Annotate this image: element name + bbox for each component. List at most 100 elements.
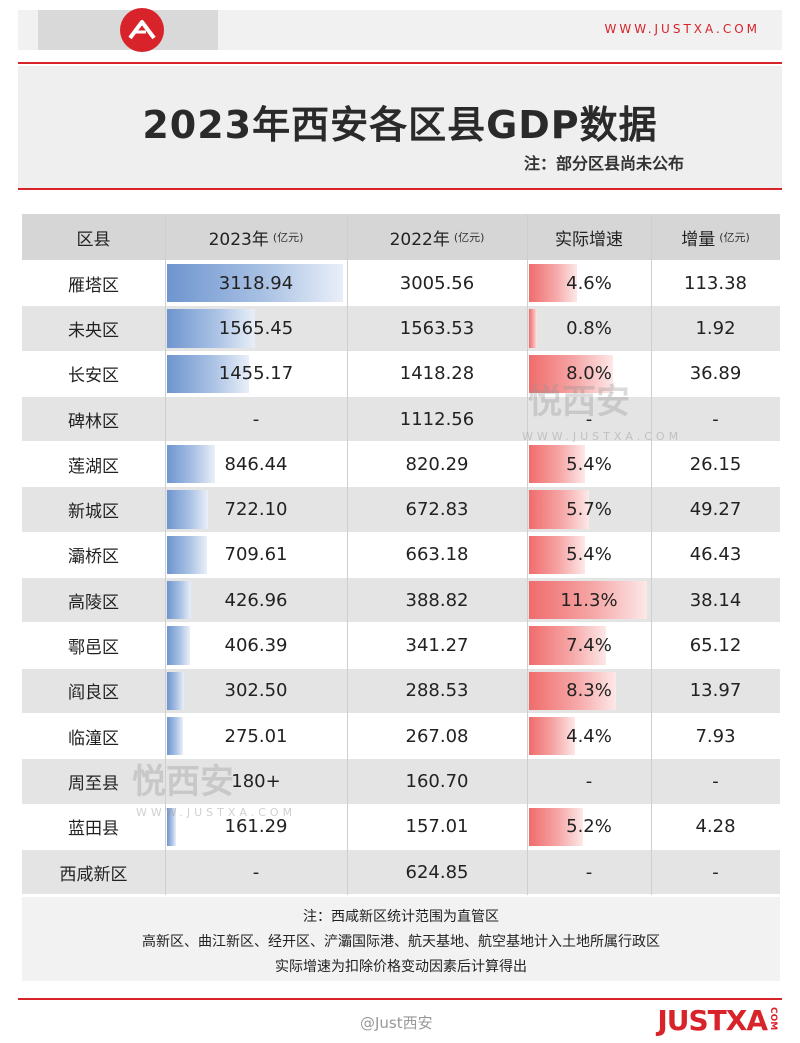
header-increase: 增量 (亿元) <box>681 229 750 250</box>
growth-cell-text: - <box>585 861 593 883</box>
gdp-bar <box>167 671 185 710</box>
increase-cell-text: 36.89 <box>689 363 742 385</box>
growth-bar <box>529 671 616 710</box>
district-cell-text: 西咸新区 <box>59 864 128 885</box>
increase-cell: 1.92 <box>651 306 780 350</box>
gdp-2022-cell: 341.27 <box>347 623 527 667</box>
district-cell-text: 新城区 <box>68 502 119 523</box>
gdp-2022-cell: 160.70 <box>347 759 527 803</box>
column-divider <box>527 214 528 896</box>
gdp-bar <box>167 354 250 393</box>
gdp-2023-cell: 180+ <box>165 759 347 803</box>
gdp-bar <box>167 309 256 348</box>
growth-cell-text: - <box>585 408 593 430</box>
district-cell: 鄠邑区 <box>22 623 165 667</box>
district-cell-text: 临潼区 <box>68 728 119 749</box>
growth-cell-text: 5.2% <box>566 816 612 838</box>
gdp-bar <box>167 581 192 620</box>
district-cell-text: 鄠邑区 <box>68 638 119 659</box>
gdp-2022-cell: 663.18 <box>347 533 527 577</box>
footnotes: 注：西咸新区统计范围为直管区 高新区、曲江新区、经开区、浐灞国际港、航天基地、航… <box>22 897 780 981</box>
watermark: 悦西安 <box>132 762 234 802</box>
district-cell-text: 阎良区 <box>68 683 119 704</box>
growth-bar <box>529 309 538 348</box>
gdp-2022-cell-text: 1563.53 <box>399 317 475 339</box>
gdp-2023-cell: 406.39 <box>165 623 347 667</box>
gdp-2023-cell: 3118.94 <box>165 261 347 305</box>
gdp-2023-cell: 722.10 <box>165 487 347 531</box>
footnote-line: 实际增速为扣除价格变动因素后计算得出 <box>275 959 527 975</box>
header-growth: 实际增速 <box>555 229 623 250</box>
gdp-2023-cell-text: 1565.45 <box>218 317 294 339</box>
gdp-2022-cell-text: 663.18 <box>405 544 469 566</box>
growth-cell: 7.4% <box>527 623 651 667</box>
growth-cell: 5.4% <box>527 533 651 577</box>
increase-cell: 36.89 <box>651 352 780 396</box>
table-row: 未央区 1565.45 1563.53 0.8% 1.92 <box>22 306 780 352</box>
gdp-2022-cell: 624.85 <box>347 850 527 894</box>
gdp-2023-cell: 709.61 <box>165 533 347 577</box>
brand-logo-icon <box>120 8 164 52</box>
gdp-2023-cell: - <box>165 850 347 894</box>
gdp-2022-cell-text: 3005.56 <box>399 272 475 294</box>
gdp-bar <box>167 716 183 756</box>
table-row: 蓝田县 161.29 157.01 5.2% 4.28 <box>22 804 780 850</box>
table-row: 灞桥区 709.61 663.18 5.4% 46.43 <box>22 532 780 579</box>
gdp-2023-cell: - <box>165 397 347 441</box>
watermark-url: WWW.JUSTXA.COM <box>522 430 683 443</box>
gdp-table: 区县 2023年 (亿元) 2022年 (亿元) 实际增速 增量 (亿元) 雁塔区 31… <box>22 214 780 896</box>
district-cell: 雁塔区 <box>22 261 165 305</box>
increase-cell-text: 46.43 <box>689 544 742 566</box>
gdp-2022-cell: 388.82 <box>347 578 527 622</box>
growth-cell-text: - <box>585 770 593 792</box>
district-cell: 灞桥区 <box>22 533 165 577</box>
gdp-bar <box>167 626 190 665</box>
growth-cell: 5.2% <box>527 805 651 849</box>
header-gdp-2022: 2022年 (亿元) <box>389 229 485 250</box>
gdp-2023-cell: 275.01 <box>165 714 347 758</box>
growth-cell-text: 5.7% <box>566 499 612 521</box>
table-row: 高陵区 426.96 388.82 11.3% 38.14 <box>22 578 780 624</box>
district-cell: 长安区 <box>22 352 165 396</box>
growth-cell: 0.8% <box>527 306 651 350</box>
site-url: WWW.JUSTXA.COM <box>604 22 760 36</box>
gdp-2022-cell-text: 267.08 <box>405 725 469 747</box>
district-cell-text: 长安区 <box>68 366 119 387</box>
gdp-2022-cell-text: 820.29 <box>405 453 469 475</box>
gdp-2022-cell-text: 160.70 <box>405 770 469 792</box>
column-divider <box>165 214 166 896</box>
gdp-2022-cell: 1112.56 <box>347 397 527 441</box>
increase-cell: 113.38 <box>651 261 780 305</box>
header-gdp-2023: 2023年 (亿元) <box>208 229 304 250</box>
table-row: 临潼区 275.01 267.08 4.4% 7.93 <box>22 713 780 760</box>
growth-cell-text: 4.4% <box>566 725 612 747</box>
district-cell: 西咸新区 <box>22 850 165 894</box>
growth-cell-text: 8.3% <box>566 680 612 702</box>
gdp-2023-cell-text: 426.96 <box>224 589 288 611</box>
increase-cell-text: - <box>712 861 719 883</box>
growth-cell: 4.6% <box>527 261 651 305</box>
increase-cell-text: - <box>712 770 719 792</box>
increase-cell-text: 38.14 <box>689 589 742 611</box>
district-cell-text: 未央区 <box>68 320 119 341</box>
district-cell-text: 蓝田县 <box>68 819 119 840</box>
divider-line <box>18 998 782 1000</box>
growth-cell-text: 0.8% <box>566 317 612 339</box>
growth-cell: 8.3% <box>527 669 651 713</box>
district-cell: 莲湖区 <box>22 442 165 486</box>
column-divider <box>347 214 348 896</box>
title-area: 2023年西安各区县GDP数据 注：部分区县尚未公布 <box>18 66 782 188</box>
subtitle-note: 注：部分区县尚未公布 <box>523 154 684 173</box>
gdp-bar <box>167 490 208 529</box>
growth-cell: 8.0% <box>527 352 651 396</box>
district-cell: 临潼区 <box>22 714 165 758</box>
district-cell-text: 灞桥区 <box>68 547 119 568</box>
gdp-2023-cell-text: 161.29 <box>224 816 288 838</box>
gdp-2023-cell: 846.44 <box>165 442 347 486</box>
gdp-2023-cell-text: 302.50 <box>224 680 288 702</box>
gdp-2023-cell-text: 275.01 <box>224 725 288 747</box>
top-bar: WWW.JUSTXA.COM <box>18 8 782 52</box>
table-row: 新城区 722.10 672.83 5.7% 49.27 <box>22 487 780 533</box>
growth-cell: - <box>527 397 651 441</box>
table-header-row: 区县 2023年 (亿元) 2022年 (亿元) 实际增速 增量 (亿元) <box>22 214 780 261</box>
